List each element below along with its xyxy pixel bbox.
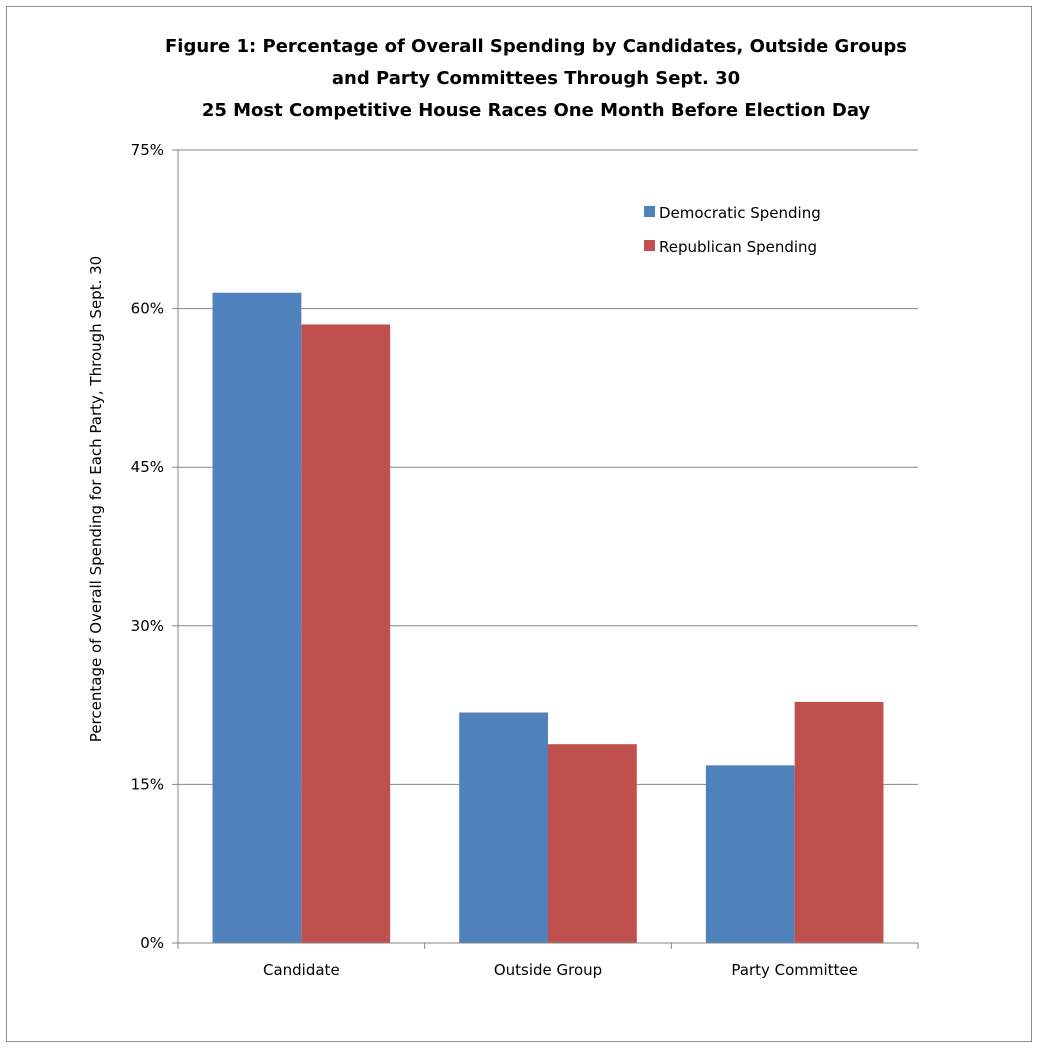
x-tick-label: Party Committee xyxy=(731,961,858,979)
bar-democratic xyxy=(459,712,548,943)
bars xyxy=(212,292,884,944)
legend-label: Democratic Spending xyxy=(659,204,821,222)
bar-republican xyxy=(548,744,637,943)
y-axis-title: Percentage of Overall Spending for Each … xyxy=(87,256,105,742)
x-tick-label: Outside Group xyxy=(494,961,602,979)
axes xyxy=(172,149,919,949)
y-tick-label: 45% xyxy=(131,458,164,476)
x-tick-label: Candidate xyxy=(263,961,340,979)
y-tick-label: 60% xyxy=(131,300,164,318)
chart-title-line-3: 25 Most Competitive House Races One Mont… xyxy=(202,100,871,121)
y-tick-label: 75% xyxy=(131,141,164,159)
legend-swatch xyxy=(644,206,655,217)
bar-republican xyxy=(794,701,884,943)
bar-republican xyxy=(301,324,391,944)
chart-title: Figure 1: Percentage of Overall Spending… xyxy=(165,36,907,121)
y-tick-label: 0% xyxy=(140,934,164,952)
y-tick-label: 30% xyxy=(131,617,164,635)
bar-democratic xyxy=(212,292,302,943)
x-tick-labels: Candidate Outside Group Party Committee xyxy=(263,961,858,979)
bar-democratic xyxy=(705,765,795,943)
legend-swatch xyxy=(644,240,655,251)
legend-label: Republican Spending xyxy=(659,238,817,256)
y-tick-label: 15% xyxy=(131,775,164,793)
y-tick-labels: 0% 15% 30% 45% 60% 75% xyxy=(131,141,164,952)
legend: Democratic Spending Republican Spending xyxy=(644,204,821,256)
chart-title-line-1: Figure 1: Percentage of Overall Spending… xyxy=(165,36,907,57)
chart-title-line-2: and Party Committees Through Sept. 30 xyxy=(332,68,740,89)
